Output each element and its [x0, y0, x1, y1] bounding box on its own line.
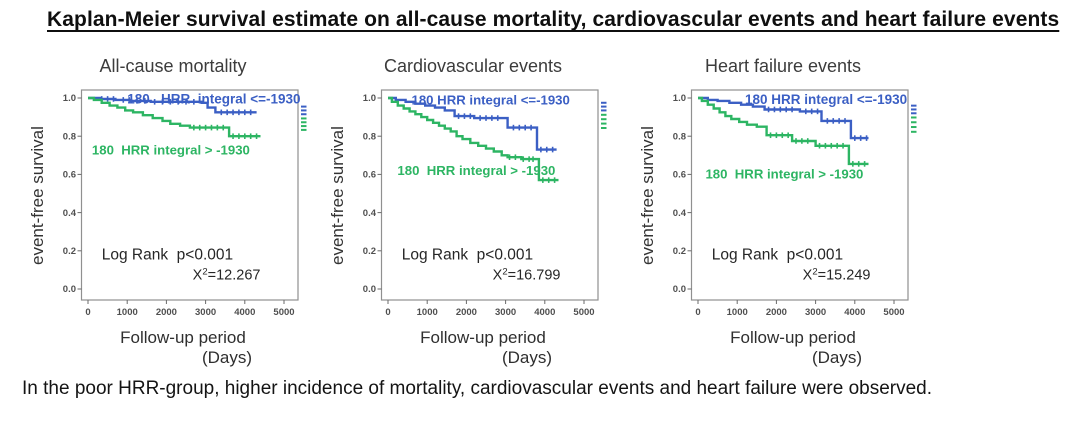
- x-axis-label: Follow-up period: [120, 328, 246, 347]
- series-label-green: 180 HRR integral > -1930: [397, 163, 555, 178]
- y-tick-label: 0.8: [63, 131, 76, 142]
- y-tick-label: 0.8: [673, 131, 686, 142]
- edge-censor-marks-blue: [601, 101, 607, 112]
- x-tick-label: 2000: [766, 307, 787, 318]
- y-tick-label: 0.6: [363, 170, 376, 181]
- x-tick-label: 3000: [495, 307, 516, 318]
- km-plot-svg: 1.0 0.8 0.6 0.4 0.2 0.0 0 1000 2000 3000 4000 5000 1…: [363, 89, 607, 318]
- x-axis-label: Follow-up period: [420, 328, 546, 347]
- y-tick-label: 0.2: [63, 246, 76, 257]
- y-tick-label: 0.2: [363, 246, 376, 257]
- x-tick-label: 1000: [727, 307, 748, 318]
- edge-censor-marks-green: [601, 113, 607, 129]
- x-tick-label: 0: [695, 307, 700, 318]
- plot-box: [690, 89, 909, 301]
- censor-ticks-blue: [767, 106, 868, 141]
- figure-title: Kaplan-Meier survival estimate on all-ca…: [47, 8, 1060, 31]
- y-tick-label: 0.4: [363, 208, 377, 219]
- survival-curve-green: [88, 96, 261, 138]
- chi-squared-label: X2=16.799: [493, 266, 561, 283]
- chi-squared-label: X2=12.267: [193, 266, 261, 283]
- y-tick-label: 0.0: [63, 284, 76, 295]
- y-tick-label: 0.6: [63, 170, 76, 181]
- chart-title: All-cause mortality: [99, 56, 247, 76]
- survival-curve-blue: [698, 96, 869, 140]
- censor-ticks-green: [769, 132, 866, 167]
- x-tick-label: 1000: [417, 307, 438, 318]
- km-chart-heart-failure-events: Heart failure events event-free survival…: [638, 56, 928, 368]
- x-axis-unit: (Days): [201, 348, 253, 367]
- x-tick-label: 0: [385, 307, 390, 318]
- x-tick-label: 3000: [195, 307, 216, 318]
- km-chart-cardiovascular-events: Cardiovascular events event-free surviva…: [328, 56, 618, 368]
- y-axis-label: event-free survival: [28, 126, 47, 266]
- chi-squared-label: X2=15.249: [803, 266, 871, 283]
- log-rank-label: Log Rank p<0.001: [102, 246, 233, 263]
- y-tick-label: 0.2: [673, 246, 686, 257]
- survival-curve-green: [388, 96, 559, 182]
- x-tick-label: 2000: [456, 307, 477, 318]
- y-tick-label: 0.4: [63, 208, 77, 219]
- x-axis-unit: (Days): [501, 348, 553, 367]
- series-label-blue: 180 HRR integral <=-1930: [745, 92, 907, 107]
- y-tick-label: 1.0: [363, 93, 376, 104]
- km-chart-all-cause-mortality: All-cause mortality event-free survival …: [28, 56, 318, 368]
- x-tick-label: 3000: [805, 307, 826, 318]
- x-tick-label: 4000: [234, 307, 255, 318]
- x-tick-label: 2000: [156, 307, 177, 318]
- x-tick-label: 4000: [844, 307, 865, 318]
- x-tick-label: 1000: [117, 307, 138, 318]
- x-axis-label: Follow-up period: [730, 328, 856, 347]
- y-axis-label: event-free survival: [328, 126, 347, 266]
- log-rank-label: Log Rank p<0.001: [402, 246, 533, 263]
- x-tick-label: 5000: [273, 307, 294, 318]
- km-plot-svg: 1.0 0.8 0.6 0.4 0.2 0.0 0 1000 2000 3000 4000 5000 1…: [63, 89, 307, 318]
- edge-censor-marks-green: [911, 116, 917, 133]
- x-axis-unit: (Days): [811, 348, 863, 367]
- y-tick-label: 0.8: [363, 131, 376, 142]
- edge-censor-marks-blue: [911, 104, 917, 115]
- series-label-blue: 180 HRR integral <=-1930: [127, 91, 300, 106]
- series-label-green: 180 HRR integral > -1930: [705, 167, 863, 182]
- x-tick-label: 5000: [883, 307, 904, 318]
- figure-caption: In the poor HRR-group, higher incidence …: [22, 378, 933, 399]
- plot-box: [380, 89, 599, 301]
- chart-title: Cardiovascular events: [383, 56, 563, 76]
- y-tick-label: 0.0: [673, 284, 686, 295]
- survival-curve-green: [698, 96, 869, 166]
- y-tick-label: 0.6: [673, 170, 686, 181]
- y-tick-label: 0.0: [363, 284, 376, 295]
- charts-row: All-cause mortality event-free survival …: [0, 56, 1080, 368]
- survival-curve-blue: [388, 96, 557, 151]
- censor-ticks-green: [508, 154, 556, 183]
- plot-box: [80, 89, 299, 301]
- series-label-blue: 180 HRR integral <=-1930: [412, 93, 570, 108]
- edge-censor-marks-blue: [301, 105, 307, 116]
- y-tick-label: 1.0: [63, 93, 76, 104]
- censor-ticks-green: [193, 124, 258, 139]
- x-tick-label: 0: [85, 307, 90, 318]
- chart-title: Heart failure events: [704, 56, 862, 76]
- y-axis-label: event-free survival: [638, 126, 657, 266]
- y-tick-label: 1.0: [673, 93, 686, 104]
- x-tick-label: 5000: [573, 307, 594, 318]
- y-tick-label: 0.4: [673, 208, 687, 219]
- edge-censor-marks-green: [301, 117, 307, 131]
- km-plot-svg: 1.0 0.8 0.6 0.4 0.2 0.0 0 1000 2000 3000 4000 5000 1…: [673, 89, 917, 318]
- censor-ticks-blue: [457, 113, 554, 153]
- log-rank-label: Log Rank p<0.001: [712, 246, 843, 263]
- series-label-green: 180 HRR integral > -1930: [92, 142, 250, 157]
- x-tick-label: 4000: [534, 307, 555, 318]
